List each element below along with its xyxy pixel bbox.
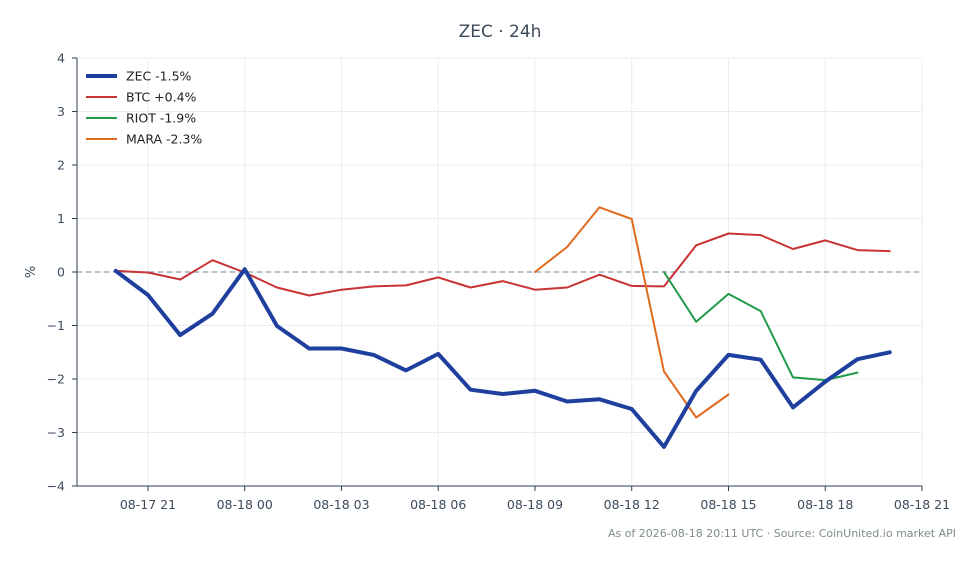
x-tick-label: 08-18 03 xyxy=(313,497,369,512)
y-tick-label: 2 xyxy=(57,158,65,173)
y-axis-label: % xyxy=(24,266,39,278)
legend: ZEC -1.5% BTC +0.4% RIOT -1.9% MARA -2.3% xyxy=(86,69,202,147)
y-tick-label: 0 xyxy=(57,265,65,280)
x-tick-label: 08-18 18 xyxy=(797,497,853,512)
x-tick-label: 08-18 12 xyxy=(604,497,660,512)
legend-label: MARA -2.3% xyxy=(126,132,202,147)
y-tick-label: −4 xyxy=(47,479,65,494)
chart-title: ZEC · 24h xyxy=(459,22,542,42)
y-tick-label: −3 xyxy=(47,425,65,440)
series-line-riot xyxy=(663,271,859,382)
y-tick-label: 1 xyxy=(57,211,65,226)
legend-label: BTC +0.4% xyxy=(126,90,197,105)
axis-layer: 08-17 21 08-18 00 08-18 03 08-18 06 08-18 09… xyxy=(47,51,951,513)
x-tick-label: 08-18 09 xyxy=(507,497,563,512)
series-line-mara xyxy=(534,206,730,419)
y-tick-label: −1 xyxy=(47,318,65,333)
footer-source-note: As of 2026-08-18 20:11 UTC · Source: Coi… xyxy=(608,527,956,540)
series-layer xyxy=(113,206,892,449)
x-tick-label: 08-18 21 xyxy=(894,497,950,512)
x-tick-label: 08-18 15 xyxy=(700,497,756,512)
y-tick-label: 3 xyxy=(57,104,65,119)
x-tick-label: 08-17 21 xyxy=(120,497,176,512)
x-tick-label: 08-18 06 xyxy=(410,497,466,512)
legend-label: ZEC -1.5% xyxy=(126,69,192,84)
legend-label: RIOT -1.9% xyxy=(126,111,196,126)
series-line-zec xyxy=(113,267,892,449)
y-tick-label: −2 xyxy=(47,372,65,387)
y-tick-label: 4 xyxy=(57,51,65,66)
x-tick-label: 08-18 00 xyxy=(217,497,273,512)
